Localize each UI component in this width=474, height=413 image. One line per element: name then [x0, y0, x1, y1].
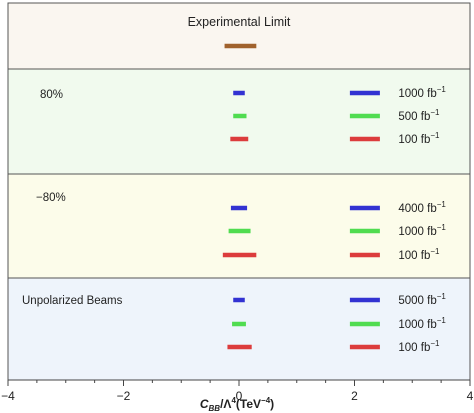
panel-title: −80%: [36, 192, 66, 204]
panel-1: [7, 2, 471, 70]
x-label-sub: BB: [209, 404, 221, 413]
legend-lumi: 5000 fb: [398, 295, 436, 307]
legend-label: 4000 fb−1: [398, 200, 446, 215]
x-label-end: ): [270, 397, 274, 411]
x-tick-label: −2: [117, 389, 131, 403]
panel-title: 80%: [40, 89, 63, 101]
legend-exponent: −1: [430, 131, 440, 140]
legend-lumi: 100 fb: [398, 134, 430, 146]
x-tick-label: −4: [1, 389, 15, 403]
x-tick-label: 0: [236, 389, 243, 403]
legend-lumi: 4000 fb: [398, 203, 436, 215]
x-axis: −4 −2 0 2 4: [1, 379, 474, 403]
x-label-mid: (TeV: [236, 397, 261, 411]
legend-label: 500 fb−1: [398, 108, 440, 123]
x-label-sup2: −4: [261, 396, 271, 405]
legend-exponent: −1: [437, 292, 447, 301]
legend-lumi: 500 fb: [398, 111, 430, 123]
legend-lumi: 1000 fb: [398, 88, 436, 100]
legend-label: 1000 fb−1: [398, 85, 446, 100]
legend-exponent: −1: [437, 223, 447, 232]
legend-label: 1000 fb−1: [398, 316, 446, 331]
legend-lumi: 100 fb: [398, 250, 430, 262]
x-tick-label: 2: [351, 389, 358, 403]
legend-lumi: 100 fb: [398, 342, 430, 354]
panel-3: [7, 173, 471, 279]
x-label-main: C: [200, 397, 209, 411]
legend-label: 100 fb−1: [398, 247, 440, 262]
panel-title: Experimental Limit: [188, 15, 291, 29]
x-axis-label: CBB/Λ4(TeV−4): [200, 396, 274, 413]
legend-label: 5000 fb−1: [398, 292, 446, 307]
legend-exponent: −1: [430, 108, 440, 117]
x-tick-label: 4: [467, 389, 474, 403]
legend-label: 100 fb−1: [398, 131, 440, 146]
legend-exponent: −1: [430, 247, 440, 256]
legend-exponent: −1: [437, 316, 447, 325]
legend-exponent: −1: [430, 339, 440, 348]
panel-title: Unpolarized Beams: [22, 295, 123, 307]
legend-exponent: −1: [437, 200, 447, 209]
legend-lumi: 1000 fb: [398, 319, 436, 331]
legend-lumi: 1000 fb: [398, 226, 436, 238]
x-label-rest: /Λ: [220, 397, 231, 411]
legend-label: 1000 fb−1: [398, 223, 446, 238]
legend-exponent: −1: [437, 85, 447, 94]
legend-label: 100 fb−1: [398, 339, 440, 354]
x-label-sup1: 4: [231, 396, 236, 405]
